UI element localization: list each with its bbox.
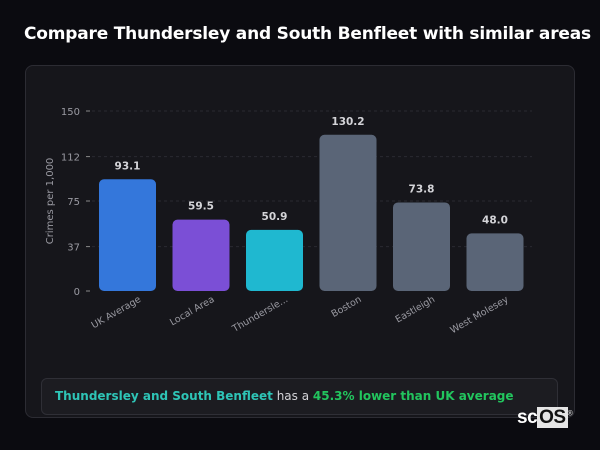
bar-uk-average [99, 179, 156, 291]
data-label: 59.5 [188, 201, 214, 213]
data-label: 48.0 [482, 214, 508, 226]
comparison-highlight: 45.3% lower than UK average [312, 389, 514, 403]
x-tick-label: UK Average [90, 294, 143, 331]
y-tick-label: 112 [61, 153, 80, 164]
area-name: Thundersley and South Benfleet [55, 389, 273, 403]
x-tick-label: Boston [330, 294, 364, 320]
bar-local-area [172, 219, 230, 291]
data-label: 73.8 [409, 183, 435, 195]
y-axis-label: Crimes per 1,000 [45, 158, 56, 245]
logo-text: sc [517, 407, 538, 428]
y-tick-label: 37 [67, 243, 80, 254]
logo-text-box: OS [537, 407, 568, 428]
y-tick-label: 150 [61, 107, 80, 118]
x-tick-label: Local Area [168, 294, 216, 328]
data-label: 130.2 [331, 116, 364, 128]
y-tick-label: 75 [67, 197, 80, 208]
y-tick-label: 0 [74, 287, 80, 298]
summary-connector: has a [272, 389, 313, 403]
bar-eastleigh [393, 202, 450, 291]
comparison-summary: Thundersley and South Benfleet has a 45.… [41, 378, 558, 415]
bar-boston [319, 134, 377, 291]
bar-thundersle- [246, 229, 303, 291]
data-label: 50.9 [262, 211, 288, 223]
data-label: 93.1 [115, 160, 141, 172]
bar-west-molesey [466, 233, 524, 291]
x-tick-label: West Molesey [448, 294, 510, 336]
x-tick-label: Eastleigh [394, 294, 437, 325]
scos-logo: sc OS ® [517, 407, 573, 429]
x-tick-label: Thundersle... [230, 294, 290, 335]
logo-registered: ® [567, 410, 573, 418]
page-title: Compare Thundersley and South Benfleet w… [24, 24, 591, 44]
